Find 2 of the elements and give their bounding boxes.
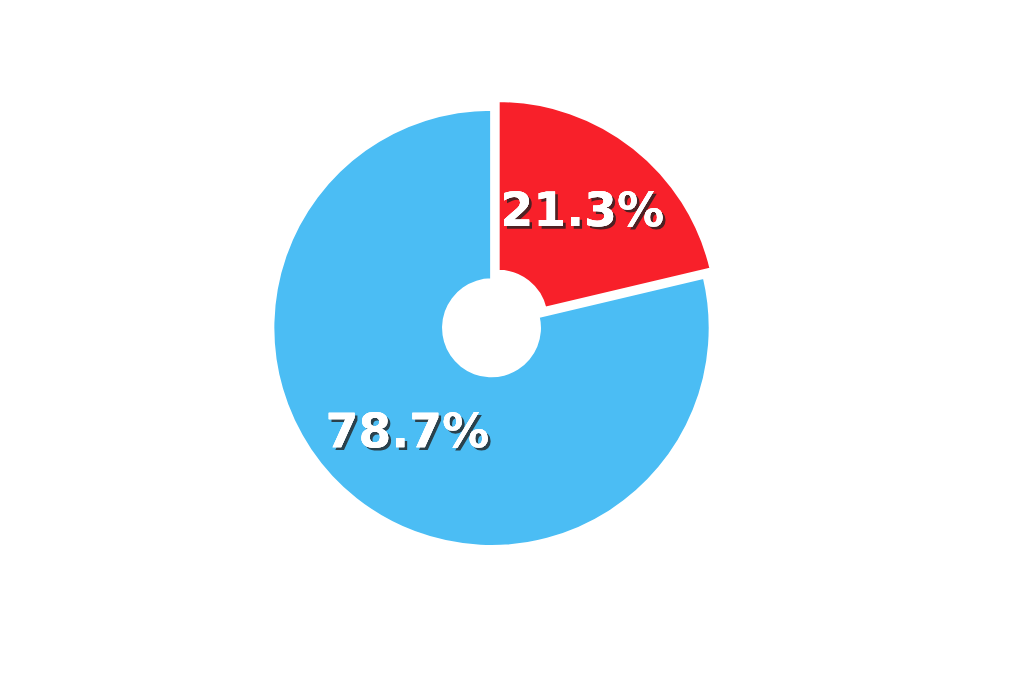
data-label: 21.3% (504, 190, 666, 230)
data-label: 78.7% (328, 412, 491, 451)
